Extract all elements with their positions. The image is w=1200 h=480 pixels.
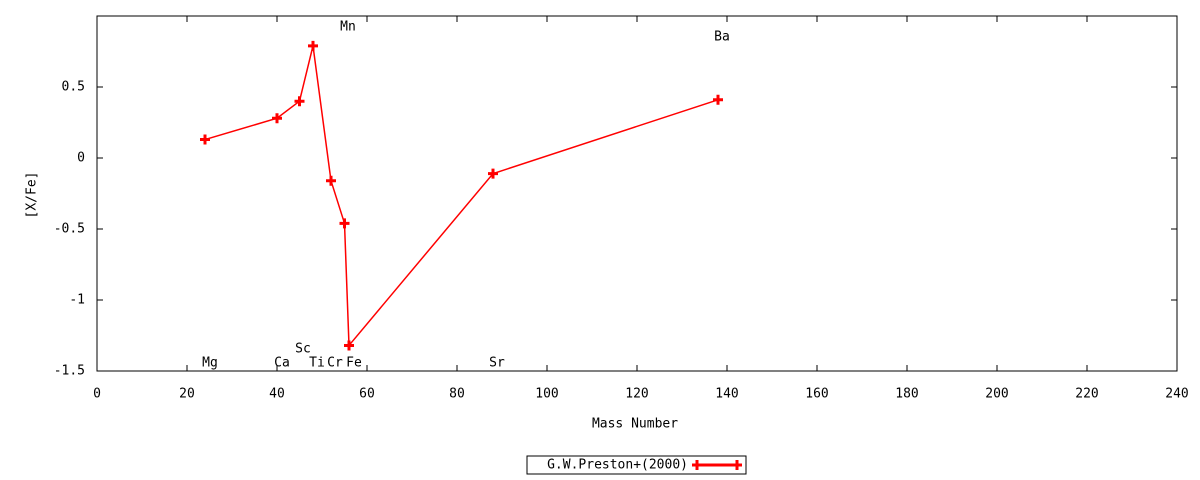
point — [326, 175, 336, 186]
x-tick-label: 80 — [449, 387, 465, 402]
x-axis-label: Mass Number — [592, 417, 678, 432]
point — [344, 340, 354, 351]
point — [200, 134, 210, 145]
series-line — [204, 45, 719, 348]
x-tick-label: 180 — [895, 387, 918, 402]
x-tick-label: 60 — [359, 387, 375, 402]
legend-marker — [732, 460, 742, 470]
legend-marker — [692, 460, 702, 470]
x-tick-label: 220 — [1075, 387, 1098, 402]
annotation: Ti — [309, 356, 325, 371]
point — [488, 168, 498, 179]
annotation: Fe — [346, 356, 362, 371]
x-tick-label: 40 — [269, 387, 285, 402]
x-tick-label: 200 — [985, 387, 1008, 402]
x-tick-label: 140 — [715, 387, 738, 402]
x-tick-label: 240 — [1165, 387, 1188, 402]
point — [272, 113, 282, 124]
annotation: Mn — [340, 20, 356, 35]
point — [294, 96, 305, 107]
annotation: Cr — [327, 356, 343, 371]
y-axis-label: [X/Fe] — [25, 172, 40, 219]
plot-frame — [96, 15, 1178, 372]
point — [339, 218, 350, 229]
annotation: Sc — [295, 342, 311, 357]
annotation: Ca — [274, 356, 290, 371]
y-tick-label: 0 — [77, 151, 85, 166]
x-tick-label: 160 — [805, 387, 828, 402]
y-tick-label: -1.5 — [54, 364, 85, 379]
annotation: Sr — [489, 356, 505, 371]
annotation: Ba — [714, 30, 730, 45]
point — [308, 40, 318, 51]
y-tick-label: -1 — [69, 293, 85, 308]
x-tick-label: 0 — [93, 387, 101, 402]
x-tick-label: 20 — [179, 387, 195, 402]
y-tick-label: 0.5 — [62, 80, 85, 95]
x-tick-label: 120 — [625, 387, 648, 402]
y-tick-label: -0.5 — [54, 222, 85, 237]
legend-box — [526, 455, 747, 475]
legend-label: G.W.Preston+(2000) — [547, 458, 688, 473]
annotation: Mg — [202, 356, 218, 371]
point — [713, 94, 723, 105]
x-tick-label: 100 — [535, 387, 558, 402]
